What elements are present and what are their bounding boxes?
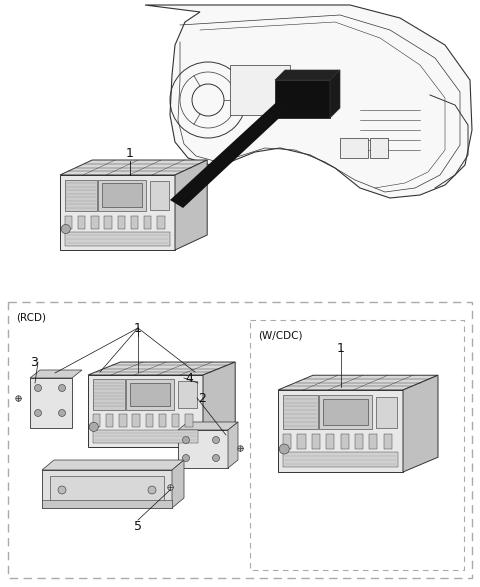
Circle shape (35, 384, 41, 392)
Bar (42, 470, 172, 508)
Polygon shape (145, 5, 472, 198)
Polygon shape (278, 390, 403, 472)
Bar (106, 414, 113, 427)
Bar (250, 320, 464, 570)
Polygon shape (60, 175, 175, 250)
Bar (102, 183, 143, 207)
Bar (312, 434, 320, 449)
Circle shape (35, 410, 41, 417)
Bar (93, 414, 100, 427)
Circle shape (182, 454, 190, 461)
Text: 1: 1 (336, 342, 345, 355)
Polygon shape (275, 70, 340, 80)
Bar (375, 397, 397, 428)
Polygon shape (330, 70, 340, 118)
Text: (W/CDC): (W/CDC) (258, 330, 302, 340)
Bar (65, 180, 97, 211)
Bar (93, 379, 125, 410)
Bar (275, 80, 330, 118)
Bar (78, 215, 85, 229)
Polygon shape (175, 160, 207, 250)
Bar (42, 500, 172, 508)
Bar (384, 434, 392, 449)
Bar (131, 215, 138, 229)
Polygon shape (88, 362, 235, 375)
Bar (324, 399, 368, 425)
Bar (326, 434, 334, 449)
Bar (370, 138, 388, 158)
Bar (30, 378, 72, 428)
Bar (157, 215, 165, 229)
Circle shape (89, 422, 98, 431)
Bar (298, 434, 305, 449)
Polygon shape (228, 422, 238, 468)
Bar (104, 215, 112, 229)
Bar (340, 434, 348, 449)
Text: 2: 2 (198, 392, 206, 404)
Bar (132, 414, 140, 427)
Bar (355, 434, 363, 449)
Polygon shape (60, 160, 207, 175)
Bar (65, 232, 170, 245)
Bar (50, 476, 164, 502)
Circle shape (213, 454, 219, 461)
Bar (118, 215, 125, 229)
Circle shape (59, 384, 65, 392)
Bar (319, 395, 372, 429)
Circle shape (58, 486, 66, 494)
Bar (65, 215, 72, 229)
Polygon shape (178, 422, 238, 430)
Bar (126, 379, 174, 410)
Bar (159, 414, 166, 427)
Bar (8, 302, 472, 578)
Bar (91, 215, 98, 229)
Bar (98, 180, 146, 211)
Bar (145, 414, 153, 427)
Circle shape (148, 486, 156, 494)
Bar (172, 414, 180, 427)
Bar (283, 395, 318, 429)
Bar (369, 434, 377, 449)
Circle shape (279, 444, 289, 454)
Circle shape (59, 410, 65, 417)
Circle shape (61, 224, 71, 234)
Bar (283, 434, 291, 449)
Bar (230, 65, 290, 115)
Polygon shape (172, 460, 184, 508)
Polygon shape (88, 375, 203, 447)
Bar (340, 138, 368, 158)
Bar (144, 215, 151, 229)
Text: 4: 4 (185, 372, 193, 384)
Polygon shape (203, 362, 235, 447)
Bar (178, 430, 228, 468)
Text: 5: 5 (134, 520, 142, 533)
Polygon shape (30, 370, 82, 378)
Polygon shape (170, 97, 290, 208)
Bar (178, 381, 197, 408)
Bar (283, 453, 398, 467)
Bar (185, 414, 192, 427)
Text: (RCD): (RCD) (16, 312, 46, 322)
Text: 1: 1 (126, 147, 134, 160)
Polygon shape (278, 375, 438, 390)
Text: 1: 1 (134, 322, 142, 335)
Circle shape (182, 437, 190, 444)
Bar (93, 430, 198, 443)
Polygon shape (403, 375, 438, 472)
Bar (119, 414, 127, 427)
Bar (150, 181, 169, 210)
Text: 3: 3 (30, 356, 38, 369)
Bar (130, 383, 170, 406)
Circle shape (213, 437, 219, 444)
Polygon shape (42, 460, 184, 470)
